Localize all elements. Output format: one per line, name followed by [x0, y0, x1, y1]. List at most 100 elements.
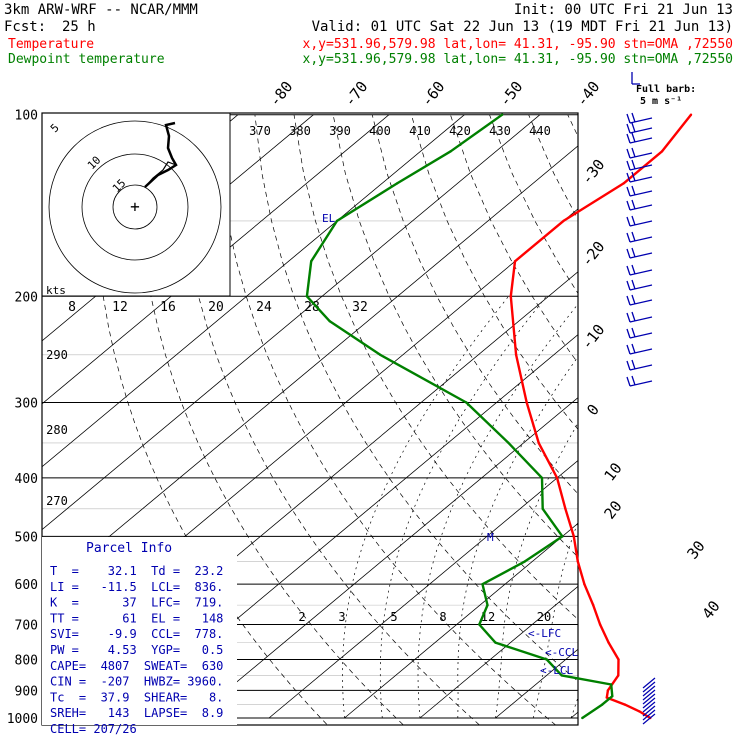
- temperature-point: [606, 689, 610, 692]
- temperature-point: [525, 401, 528, 404]
- theta-label: 390: [329, 124, 351, 138]
- wind-barb-flag: [631, 112, 636, 123]
- dry-adiabat-line: [450, 114, 578, 364]
- isotherm-line: [193, 397, 578, 719]
- parcel-rows: T = 32.1 Td = 23.2 LI = -11.5 LCL= 836. K …: [50, 564, 223, 736]
- wind-barb: [629, 176, 653, 183]
- dewpoint-label: Dewpoint temperature: [8, 52, 165, 67]
- pressure-tick-label: 300: [15, 397, 38, 412]
- fcst-value: 25 h: [62, 19, 96, 35]
- dewpoint-point: [523, 560, 527, 563]
- lfc-marker: <-LFC: [528, 627, 561, 640]
- temperature-point: [555, 476, 559, 480]
- theta-e-label: 16: [160, 300, 176, 315]
- temperature-point: [513, 260, 517, 263]
- wind-barb-flag: [626, 123, 631, 134]
- theta-e-label: 8: [68, 300, 76, 315]
- dry-adiabat-line: [136, 114, 404, 725]
- isotherm-line: [419, 585, 578, 719]
- wind-barb: [642, 705, 656, 717]
- dewpoint-point: [486, 603, 489, 607]
- theta-label: 380: [289, 124, 311, 138]
- temperature-point: [509, 295, 512, 298]
- parcel-info-panel: Parcel Info T = 32.1 Td = 23.2 LI = -11.5…: [42, 537, 237, 736]
- parcel-info-title: Parcel Info: [86, 541, 172, 556]
- dry-adiabat-line: [176, 114, 481, 725]
- dewpoint-point: [610, 683, 613, 686]
- isotherm-label: -40: [573, 78, 604, 110]
- dewpoint-point: [328, 320, 331, 323]
- isotherm-label: 0: [583, 401, 603, 419]
- wind-barb-flag: [631, 375, 636, 386]
- wind-barb: [642, 701, 656, 713]
- mixing-ratio-label: 3: [338, 610, 345, 624]
- dewpoint-info: x,y=531.96,579.98 lat,lon= 41.31, -95.90…: [303, 52, 733, 67]
- temperature-point: [564, 507, 567, 510]
- wind-barb-flag: [626, 133, 631, 144]
- valid-time: Valid: 01 UTC Sat 22 Jun 13 (19 MDT Fri …: [312, 19, 733, 35]
- ccl-marker: <-CCL: [545, 646, 578, 659]
- wind-barb: [642, 697, 656, 709]
- dry-adiabat-line: [332, 114, 578, 558]
- theta-e-label: 20: [208, 300, 224, 315]
- parcel-info-row: K = 37 LFC= 719.: [50, 596, 223, 610]
- isotherm-label: -70: [341, 78, 372, 110]
- wind-barb: [629, 348, 653, 355]
- theta-e-label: 32: [352, 300, 368, 315]
- isotherm-line: [42, 114, 541, 531]
- wind-barb-flag: [626, 216, 631, 227]
- wind-barb: [629, 152, 653, 159]
- wind-barb-flag: [631, 199, 636, 210]
- pressure-tick-label: 200: [15, 290, 38, 305]
- wind-barb-flag: [626, 295, 631, 306]
- temperature-point: [660, 150, 664, 153]
- temperature-label: Temperature: [8, 37, 94, 52]
- dewpoint-point: [541, 507, 544, 510]
- temperature-point: [514, 353, 518, 356]
- moist-adiabat-line: [609, 296, 740, 718]
- temperature-point: [605, 696, 608, 699]
- temperature-point: [689, 113, 693, 116]
- wind-barb: [629, 190, 653, 197]
- wind-barb-flag: [626, 148, 631, 159]
- dry-adiabat-line: [293, 114, 578, 620]
- mixing-ratio-label: 8: [439, 610, 446, 624]
- dewpoint-point: [560, 674, 563, 677]
- wind-barb: [629, 316, 653, 323]
- dewpoint-point: [481, 583, 484, 586]
- wind-barb: [629, 204, 653, 211]
- wind-barb: [629, 127, 653, 134]
- isotherm-label: 10: [600, 459, 625, 484]
- moist-adiabat-line: [647, 296, 740, 718]
- wind-barb-flag: [626, 232, 631, 243]
- m-marker: M: [487, 531, 494, 544]
- dry-adiabat-line: [215, 114, 557, 725]
- parcel-info-row: LI = -11.5 LCL= 836.: [50, 580, 223, 594]
- theta-e-label: 12: [112, 300, 128, 315]
- wind-barb-flag: [631, 215, 636, 226]
- hodograph: + 5 10 15 kts: [41, 112, 231, 297]
- hodo-crosshair-icon: +: [130, 197, 140, 216]
- wind-barb-flag: [626, 160, 631, 171]
- wind-barb-flag: [626, 172, 631, 183]
- wind-barb: [642, 677, 656, 689]
- isotherm-label: -50: [496, 78, 527, 110]
- temperature-point: [576, 560, 579, 563]
- barb-legend-icon: [631, 72, 640, 85]
- hodograph-trace: [144, 121, 178, 188]
- dewpoint-point: [611, 695, 614, 698]
- plot-frame: [41, 112, 579, 726]
- temperature-line: [509, 113, 692, 720]
- parcel-info-row: SREH= 143 LAPSE= 8.9: [50, 706, 223, 720]
- wind-barb-flag: [631, 247, 636, 258]
- dewpoint-point: [494, 641, 497, 644]
- moist-adiabat-line: [684, 296, 740, 718]
- wind-barb: [642, 689, 656, 701]
- mixing-ratio-label: 2: [298, 610, 305, 624]
- wind-barb: [629, 164, 653, 171]
- temperature-point: [638, 710, 641, 713]
- temperature-point: [537, 441, 540, 445]
- wind-barb-flag: [631, 311, 636, 322]
- parcel-info-row: Tc = 37.9 SHEAR= 8.: [50, 690, 223, 704]
- dry-adiabat-line: [254, 114, 578, 682]
